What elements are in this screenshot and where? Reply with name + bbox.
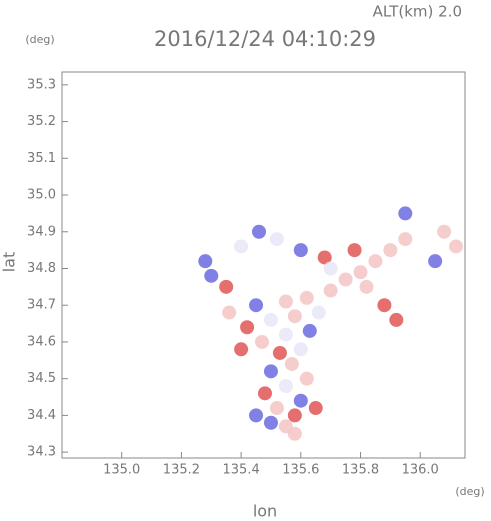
echo-point [323, 283, 338, 298]
echo-point [428, 254, 443, 269]
plot-frame [61, 71, 466, 459]
echo-point [287, 408, 302, 423]
y-axis-label: lat [0, 252, 19, 273]
echo-point [293, 342, 308, 357]
x-axis-label: lon [253, 502, 277, 521]
x-tick-label: 135.6 [282, 463, 319, 478]
echo-point [287, 309, 302, 324]
x-tick-label: 135.4 [223, 463, 260, 478]
echo-point [311, 305, 326, 320]
echo-point [293, 393, 308, 408]
echo-point [398, 232, 413, 247]
echo-point [278, 294, 293, 309]
echo-point [263, 364, 278, 379]
y-tick-label: 35.0 [27, 188, 56, 203]
echo-point [353, 265, 368, 280]
echo-point [198, 254, 213, 269]
echo-point [269, 401, 284, 416]
echo-point [257, 386, 272, 401]
echo-point [263, 312, 278, 327]
echo-point [377, 298, 392, 313]
echo-point [317, 250, 332, 265]
y-tick-label: 35.1 [27, 151, 56, 166]
y-tick-label: 34.5 [27, 371, 56, 386]
echo-point [269, 232, 284, 247]
echo-point [278, 327, 293, 342]
echo-point [204, 268, 219, 283]
y-tick-label: 34.6 [27, 334, 56, 349]
echo-point [252, 224, 267, 239]
echo-point [249, 408, 264, 423]
echo-point [240, 320, 255, 335]
x-tick-label: 136.0 [402, 463, 439, 478]
x-tick-label: 135.0 [103, 463, 140, 478]
echo-point [272, 345, 287, 360]
echo-point [308, 401, 323, 416]
echo-point [293, 243, 308, 258]
y-tick-label: 35.3 [27, 77, 56, 92]
echo-point [302, 323, 317, 338]
echo-point [437, 224, 452, 239]
echo-point [338, 272, 353, 287]
echo-point [255, 334, 270, 349]
echo-point [234, 239, 249, 254]
echo-point [299, 290, 314, 305]
y-tick-label: 34.9 [27, 224, 56, 239]
y-tick-label: 34.7 [27, 298, 56, 313]
echo-point [359, 279, 374, 294]
echo-point [284, 356, 299, 371]
x-tick-label: 135.8 [342, 463, 379, 478]
echo-point [222, 305, 237, 320]
chart-title: 2016/12/24 04:10:29 [154, 27, 376, 51]
echo-point [234, 342, 249, 357]
echo-point [299, 371, 314, 386]
echo-point [383, 243, 398, 258]
echo-point [219, 279, 234, 294]
echo-point [278, 379, 293, 394]
echo-point [347, 243, 362, 258]
echo-point [449, 239, 464, 254]
echo-point [263, 415, 278, 430]
echo-point [389, 312, 404, 327]
y-tick-label: 34.4 [27, 408, 56, 423]
echo-point [323, 261, 338, 276]
echo-point [368, 254, 383, 269]
echo-point [249, 298, 264, 313]
unit-label: (deg) [25, 33, 54, 46]
x-tick-label: 135.2 [163, 463, 200, 478]
echo-point [287, 426, 302, 441]
y-tick-label: 34.8 [27, 261, 56, 276]
altitude-label: ALT(km) 2.0 [373, 3, 462, 21]
y-tick-label: 35.2 [27, 114, 56, 129]
unit-label: (deg) [455, 485, 484, 498]
echo-point [398, 206, 413, 221]
y-tick-label: 34.3 [27, 445, 56, 460]
